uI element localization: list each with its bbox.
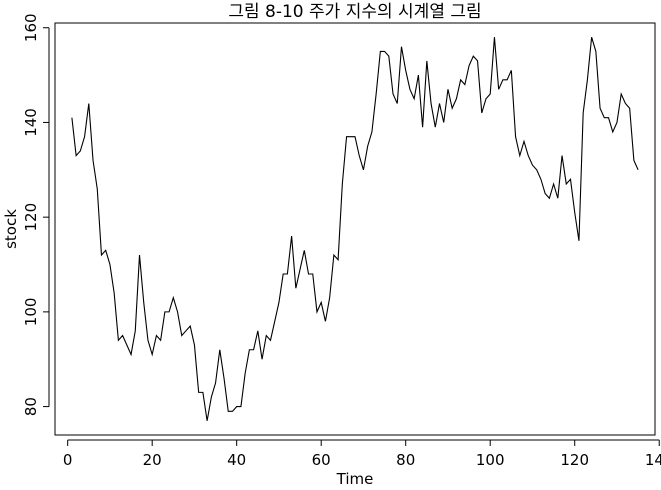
series-line [71,37,639,421]
x-axis-label: Time [336,470,374,488]
x-tick-label: 60 [312,451,331,469]
chart-title: 그림 8-10 주가 지수의 시계열 그림 [228,2,481,22]
x-tick-label: 0 [63,451,73,469]
plot-frame [54,22,656,436]
y-tick-label: 100 [22,298,40,327]
y-tick-label: 160 [22,13,40,42]
x-tick-label: 80 [396,451,415,469]
y-tick-label: 80 [22,397,40,416]
y-axis: 80 100 120 140 160 [22,13,50,416]
x-tick-label: 100 [476,451,505,469]
x-tick-label: 120 [560,451,589,469]
y-tick-label: 120 [22,203,40,232]
x-axis: 0 20 40 60 80 100 120 140 [63,439,661,469]
x-tick-label: 140 [645,451,661,469]
x-tick-label: 40 [227,451,246,469]
y-tick-label: 140 [22,108,40,137]
x-tick-label: 20 [143,451,162,469]
y-axis-label: stock [2,209,20,249]
